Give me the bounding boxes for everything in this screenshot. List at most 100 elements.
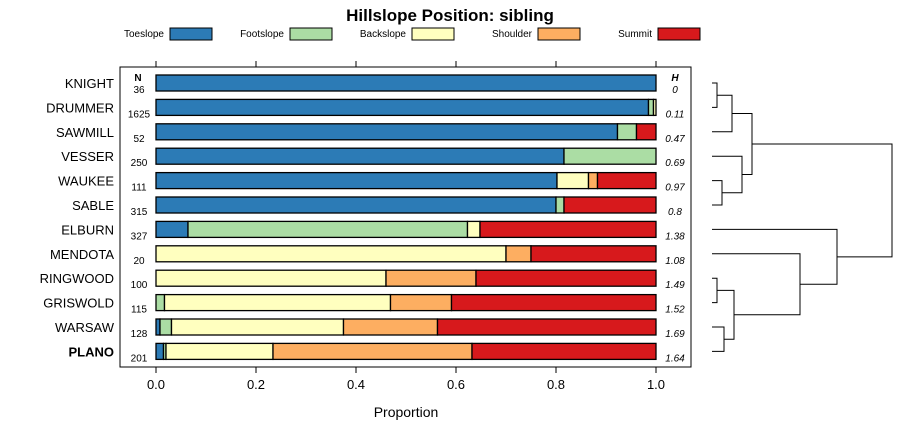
legend-swatch-backslope	[411, 27, 455, 41]
bar-segment-waukee-shoulder	[587, 171, 599, 190]
bar-segment-mendota-summit	[530, 245, 657, 263]
bar-segment-elburn-footslope	[187, 220, 469, 239]
bar-segment-drummer-footslope	[647, 98, 655, 117]
rows: KNIGHT 36 0 DRUMMER 1625 0.11 SAWMILL 52 0.47 VES…	[40, 74, 685, 364]
x-tick-label: 0.4	[347, 377, 365, 392]
row-n-drummer: 1625	[128, 109, 151, 120]
row-label-drummer: DRUMMER	[46, 100, 114, 115]
bar-segment-sawmill-footslope	[616, 123, 638, 141]
x-axis-label: Proportion	[374, 404, 439, 420]
row-h-mendota: 1.08	[665, 256, 685, 267]
bar-segment-warsaw-backslope	[170, 318, 345, 336]
legend-label-shoulder: Shoulder	[492, 29, 533, 40]
row-h-drummer: 0.11	[666, 109, 685, 120]
row-h-sable: 0.8	[668, 207, 682, 218]
x-tick-label: 0.0	[147, 377, 165, 392]
bar-segment-plano-toeslope	[155, 342, 165, 361]
row-n-griswold: 115	[131, 305, 147, 316]
bar-segment-griswold-footslope	[155, 293, 166, 312]
row-n-warsaw: 128	[131, 329, 148, 340]
bar-segment-ringwood-backslope	[155, 269, 387, 287]
bar-segment-ringwood-shoulder	[385, 269, 477, 287]
row-n-knight: 36	[133, 85, 145, 96]
dendrogram-branch	[717, 289, 735, 340]
legend-label-footslope: Footslope	[240, 29, 284, 40]
plot-frame	[119, 66, 692, 368]
row-n-plano: 201	[131, 353, 148, 364]
row-label-plano: PLANO	[69, 344, 115, 359]
bar-segment-mendota-shoulder	[505, 245, 532, 263]
legend-swatch-toeslope	[169, 27, 213, 41]
bar-segment-elburn-backslope	[466, 220, 481, 239]
bar-segment-plano-backslope	[165, 342, 274, 361]
row-label-waukee: WAUKEE	[58, 174, 114, 189]
bar-segment-sable-toeslope	[155, 196, 557, 214]
bar-segment-waukee-backslope	[556, 171, 590, 190]
bar-segment-ringwood-summit	[475, 269, 657, 287]
x-tick-label: 1.0	[647, 377, 665, 392]
bar-segment-warsaw-shoulder	[342, 318, 439, 336]
row-h-knight: 0	[672, 85, 678, 96]
bar-segment-warsaw-footslope	[159, 318, 173, 336]
chart-title: Hillslope Position: sibling	[346, 6, 554, 25]
row-label-sable: SABLE	[72, 198, 114, 213]
dendrogram-branch	[712, 228, 838, 285]
bar-segment-sable-summit	[563, 196, 657, 214]
dendrogram-branch	[712, 326, 725, 352]
row-n-vesser: 250	[131, 158, 148, 169]
bar-segment-mendota-backslope	[155, 245, 507, 263]
legend-swatch-shoulder	[537, 27, 581, 41]
bar-segment-vesser-footslope	[563, 147, 657, 165]
dendrogram-branch	[712, 82, 718, 108]
bar-segment-drummer-toeslope	[155, 98, 650, 117]
bar-segment-waukee-toeslope	[155, 171, 558, 190]
row-h-vesser: 0.69	[665, 158, 685, 169]
legend-label-backslope: Backslope	[360, 29, 407, 40]
dendrogram	[712, 82, 893, 352]
row-n-waukee: 111	[131, 183, 147, 194]
dendrogram-branch	[712, 94, 733, 133]
bar-segment-sable-footslope	[555, 196, 565, 214]
legend-swatch-summit	[657, 27, 701, 41]
row-label-warsaw: WARSAW	[55, 320, 115, 335]
row-h-warsaw: 1.69	[665, 329, 685, 340]
row-h-waukee: 0.97	[665, 183, 685, 194]
bar-segment-sawmill-toeslope	[155, 123, 619, 141]
h-header: H	[671, 73, 679, 84]
row-n-ringwood: 100	[131, 280, 148, 291]
row-h-elburn: 1.38	[665, 231, 685, 242]
row-h-ringwood: 1.49	[665, 280, 685, 291]
legend-label-toeslope: Toeslope	[124, 29, 164, 40]
bar-segment-vesser-toeslope	[155, 147, 565, 165]
top-ticks	[155, 61, 657, 67]
bar-segment-elburn-toeslope	[155, 220, 189, 239]
dendrogram-branch	[712, 180, 723, 206]
legend-label-summit: Summit	[618, 29, 652, 40]
legend: Toeslope Footslope Backslope Shoulder Summit	[124, 27, 701, 41]
row-label-griswold: GRISWOLD	[43, 296, 114, 311]
row-label-knight: KNIGHT	[65, 76, 114, 91]
bar-segment-griswold-shoulder	[389, 293, 453, 312]
row-h-griswold: 1.52	[665, 305, 685, 316]
bar-segment-griswold-summit	[450, 293, 657, 312]
x-tick-label: 0.8	[547, 377, 565, 392]
row-n-sawmill: 52	[133, 134, 145, 145]
bar-segment-drummer-backslope	[652, 98, 657, 117]
dendrogram-branch	[752, 143, 893, 258]
bar-segment-warsaw-summit	[436, 318, 657, 336]
bar-segment-elburn-summit	[479, 220, 657, 239]
bar-segment-waukee-summit	[596, 171, 657, 190]
row-n-sable: 315	[131, 207, 148, 218]
row-label-mendota: MENDOTA	[50, 247, 114, 262]
row-label-sawmill: SAWMILL	[56, 125, 114, 140]
dendrogram-branch	[712, 155, 743, 194]
row-n-mendota: 20	[133, 256, 145, 267]
bar-segment-griswold-backslope	[163, 293, 392, 312]
x-tick-label: 0.6	[447, 377, 465, 392]
x-axis: 0.0 0.2 0.4 0.6 0.8 1.0	[147, 367, 665, 392]
row-h-plano: 1.64	[665, 353, 685, 364]
dendrogram-branch	[712, 277, 718, 304]
row-label-elburn: ELBURN	[61, 222, 114, 237]
row-label-vesser: VESSER	[61, 149, 114, 164]
legend-swatch-footslope	[289, 27, 333, 41]
